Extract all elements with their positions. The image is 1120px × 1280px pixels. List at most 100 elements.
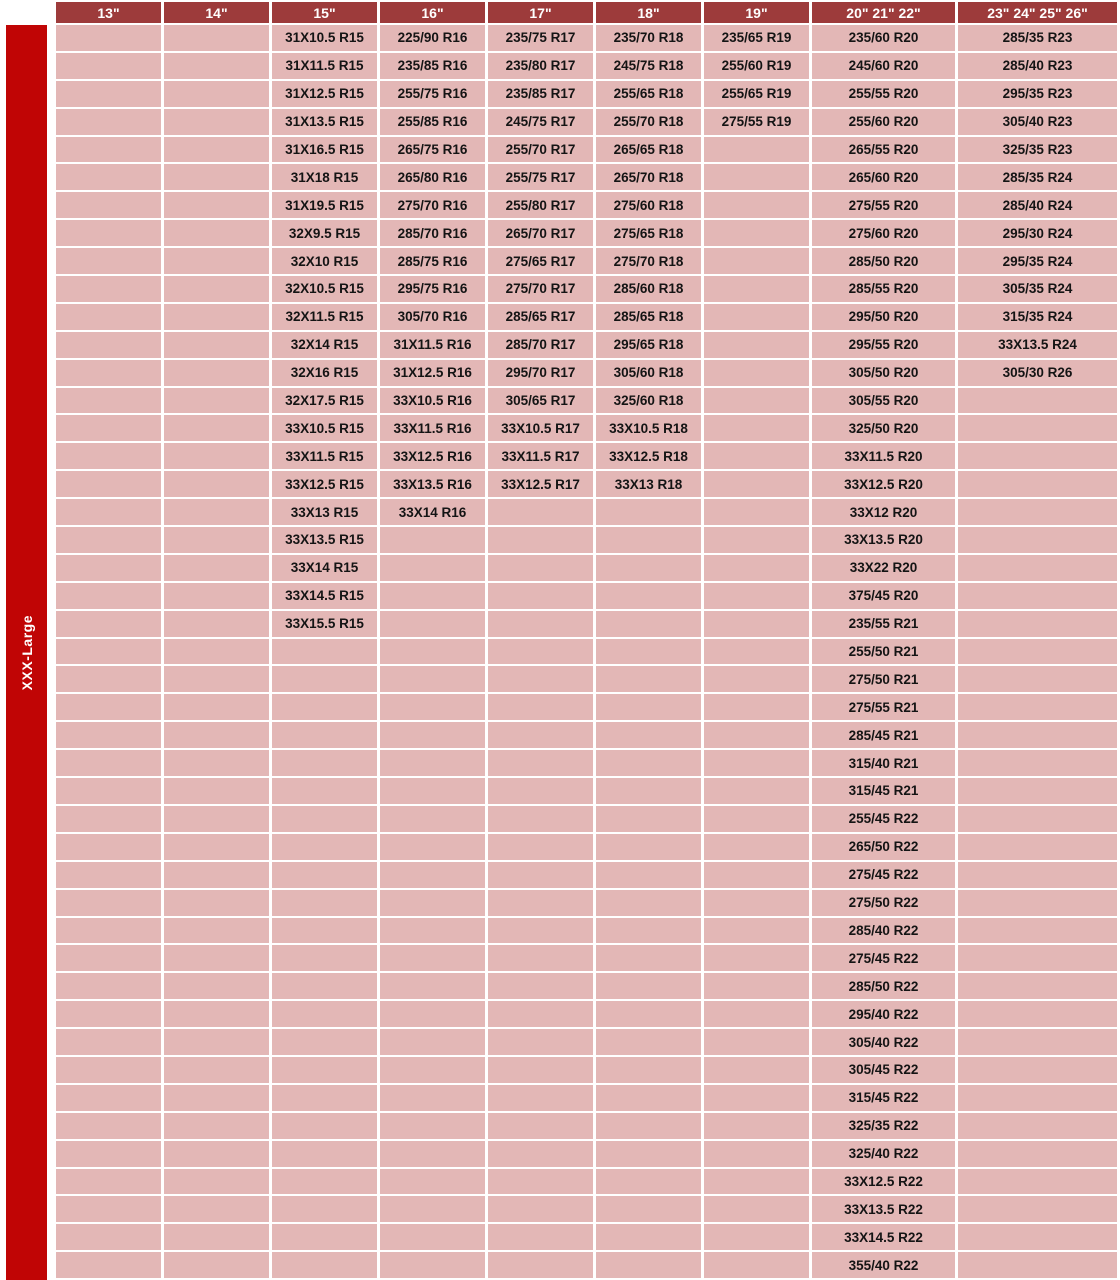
tire-size-cell <box>596 1029 701 1055</box>
tire-size-cell <box>56 805 161 832</box>
tire-size-cell <box>704 276 809 302</box>
tire-size-cell <box>56 1001 161 1028</box>
table-row: 255/45 R22 <box>56 805 1117 832</box>
tire-size-cell <box>164 694 269 721</box>
tire-size-cell <box>380 1001 485 1028</box>
table-row: 275/45 R22 <box>56 945 1117 972</box>
table-row: 31X13.5 R15 255/85 R16 245/75 R17 255/70 R1… <box>56 108 1117 135</box>
tire-size-cell: 33X22 R20 <box>812 554 955 581</box>
tire-size-cell <box>56 499 161 526</box>
tire-size-cell <box>56 1196 161 1223</box>
table-row: 305/45 R22 <box>56 1056 1117 1083</box>
tire-size-cell <box>704 471 809 498</box>
tire-size-cell: 275/70 R18 <box>596 248 701 275</box>
table-row: 31X18 R15 265/80 R16 255/75 R17 265/70 R18 2… <box>56 164 1117 191</box>
tire-size-cell <box>958 638 1117 665</box>
tire-size-cell <box>56 917 161 944</box>
tire-size-cell <box>958 1029 1117 1055</box>
tire-size-cell: 33X11.5 R16 <box>380 415 485 442</box>
tire-size-cell <box>488 945 593 972</box>
tire-size-cell: 285/65 R17 <box>488 303 593 330</box>
tire-size-cell <box>164 1140 269 1167</box>
tire-size-cell: 295/65 R18 <box>596 331 701 358</box>
tire-size-cell: 285/35 R24 <box>958 164 1117 191</box>
tire-size-cell <box>704 750 809 777</box>
tire-size-cell <box>380 973 485 1000</box>
tire-size-cell <box>380 1224 485 1251</box>
tire-size-cell <box>380 694 485 721</box>
tire-size-cell <box>958 805 1117 832</box>
tire-size-cell: 245/60 R20 <box>812 52 955 79</box>
tire-size-cell <box>704 973 809 1000</box>
tire-size-cell: 245/75 R17 <box>488 108 593 135</box>
tire-size-cell <box>958 694 1117 721</box>
tire-size-cell <box>958 1252 1117 1279</box>
tire-size-cell <box>704 1056 809 1083</box>
tire-size-cell <box>380 554 485 581</box>
tire-size-cell: 285/40 R22 <box>812 917 955 944</box>
tire-size-cell <box>56 52 161 79</box>
tire-size-cell <box>958 554 1117 581</box>
tire-size-cell: 315/45 R21 <box>812 778 955 804</box>
tire-size-cell: 315/40 R21 <box>812 750 955 777</box>
table-row: 32X14 R15 31X11.5 R16 285/70 R17 295/65 R18… <box>56 331 1117 358</box>
size-category-label: XXX-Large <box>18 614 35 691</box>
tire-size-cell: 255/80 R17 <box>488 192 593 219</box>
tire-size-cell: 305/65 R17 <box>488 387 593 414</box>
tire-size-cell <box>958 778 1117 804</box>
tire-size-cell <box>380 1029 485 1055</box>
tire-size-cell: 32X17.5 R15 <box>272 387 377 414</box>
tire-size-cell <box>164 499 269 526</box>
tire-size-cell <box>958 722 1117 749</box>
table-row: 32X17.5 R15 33X10.5 R16 305/65 R17 325/60 R… <box>56 387 1117 414</box>
tire-size-cell <box>164 750 269 777</box>
tire-size-cell: 275/50 R22 <box>812 889 955 916</box>
tire-size-cell <box>164 1084 269 1111</box>
tire-size-cell <box>704 638 809 665</box>
tire-size-cell <box>488 1112 593 1139</box>
tire-size-cell <box>488 610 593 637</box>
table-row: 33X12.5 R22 <box>56 1168 1117 1195</box>
tire-size-cell: 255/65 R19 <box>704 80 809 107</box>
tire-size-cell <box>164 1112 269 1139</box>
tire-size-cell: 32X14 R15 <box>272 331 377 358</box>
tire-size-cell: 275/65 R18 <box>596 220 701 247</box>
tire-size-cell <box>380 1196 485 1223</box>
tire-size-cell <box>488 1001 593 1028</box>
column-header-1: 14" <box>164 2 269 23</box>
tire-size-cell <box>272 638 377 665</box>
tire-size-cell: 33X11.5 R17 <box>488 443 593 470</box>
tire-size-cell: 285/55 R20 <box>812 276 955 302</box>
tire-size-cell <box>958 1001 1117 1028</box>
tire-size-cell <box>704 722 809 749</box>
tire-size-cell <box>488 1224 593 1251</box>
tire-size-cell <box>958 1056 1117 1083</box>
tire-size-cell <box>272 1001 377 1028</box>
table-row: 275/45 R22 <box>56 861 1117 888</box>
tire-size-cell <box>164 1224 269 1251</box>
tire-size-cell <box>704 1140 809 1167</box>
tire-size-cell: 285/35 R23 <box>958 25 1117 51</box>
tire-size-cell: 235/60 R20 <box>812 25 955 51</box>
tire-size-cell: 33X13.5 R16 <box>380 471 485 498</box>
tire-size-cell <box>488 1029 593 1055</box>
tire-size-cell <box>380 1168 485 1195</box>
tire-size-cell <box>596 554 701 581</box>
tire-size-cell <box>164 527 269 553</box>
column-header-3: 16" <box>380 2 485 23</box>
tire-size-cell <box>704 220 809 247</box>
tire-size-cell: 265/65 R18 <box>596 136 701 163</box>
table-row: 33X14.5 R15 375/45 R20 <box>56 582 1117 609</box>
tire-size-cell <box>704 778 809 804</box>
tire-size-cell <box>56 248 161 275</box>
tire-size-cell: 295/55 R20 <box>812 331 955 358</box>
tire-size-cell <box>958 1084 1117 1111</box>
table-row: 275/50 R21 <box>56 666 1117 693</box>
tire-size-cell: 305/45 R22 <box>812 1056 955 1083</box>
tire-size-cell <box>56 164 161 191</box>
tire-size-cell <box>958 833 1117 860</box>
tire-size-cell <box>56 1084 161 1111</box>
tire-size-cell <box>56 303 161 330</box>
tire-size-cell <box>164 1252 269 1279</box>
tire-size-cell: 285/70 R16 <box>380 220 485 247</box>
